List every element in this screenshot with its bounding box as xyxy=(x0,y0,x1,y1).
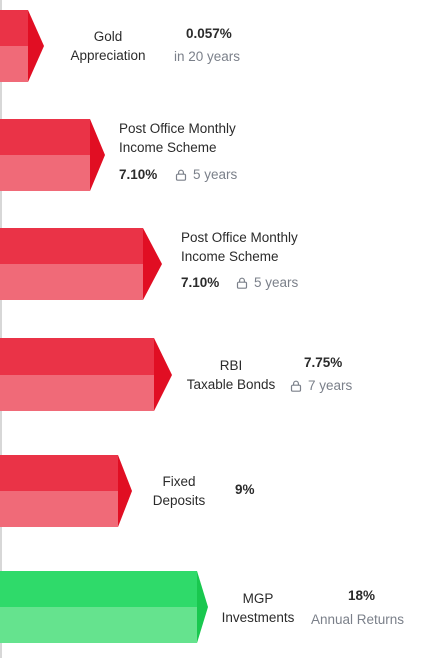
lock-icon xyxy=(236,277,248,289)
row-mgp-name: MGP Investments xyxy=(214,589,302,627)
lock-icon xyxy=(175,169,187,181)
row-gold-name-line2: Appreciation xyxy=(70,48,146,63)
row-gold-rate: 0.057% xyxy=(186,26,232,41)
row-gold-name: Gold Appreciation xyxy=(58,27,158,65)
bar-mgp-investments xyxy=(0,571,210,643)
row-fd-name-line1: Fixed xyxy=(162,474,196,489)
row-pomis-2-name-line1: Post Office Monthly xyxy=(181,230,298,245)
bar-post-office-mis-1 xyxy=(0,119,106,191)
row-pomis-2-name: Post Office Monthly Income Scheme xyxy=(181,228,298,266)
row-pomis-1-name-line2: Income Scheme xyxy=(119,140,217,155)
row-rbi-tenure: 7 years xyxy=(290,378,352,393)
row-rbi-name-line2: Taxable Bonds xyxy=(186,377,276,392)
row-pomis-2-name-line2: Income Scheme xyxy=(181,249,279,264)
row-pomis-1-tenure: 5 years xyxy=(175,167,237,182)
bar-rbi-taxable-bonds xyxy=(0,338,174,411)
row-pomis-2-tenure: 5 years xyxy=(236,275,298,290)
row-rbi-rate: 7.75% xyxy=(304,355,343,370)
row-mgp-rate: 18% xyxy=(348,588,376,603)
row-mgp-name-line2: Investments xyxy=(221,610,295,625)
row-mgp-tenure: Annual Returns xyxy=(311,612,405,627)
row-rbi-name-line1: RBI xyxy=(219,358,243,373)
bar-post-office-mis-2 xyxy=(0,228,164,300)
row-fd-name: Fixed Deposits xyxy=(144,472,214,510)
row-rbi-tenure-text: 7 years xyxy=(308,378,353,393)
row-pomis-1-name: Post Office Monthly Income Scheme xyxy=(119,119,236,157)
row-pomis-2-rate: 7.10% xyxy=(181,275,220,290)
row-pomis-2-tenure-text: 5 years xyxy=(254,275,299,290)
row-gold-tenure: in 20 years xyxy=(174,49,241,64)
row-pomis-1-rate: 7.10% xyxy=(119,167,158,182)
row-rbi-name: RBI Taxable Bonds xyxy=(179,356,283,394)
row-gold-name-line1: Gold xyxy=(93,29,123,44)
row-fd-rate: 9% xyxy=(235,482,255,497)
bar-fixed-deposits xyxy=(0,455,134,527)
row-pomis-1-name-line1: Post Office Monthly xyxy=(119,121,236,136)
row-pomis-1-tenure-text: 5 years xyxy=(193,167,238,182)
bar-gold-appreciation xyxy=(0,10,46,82)
row-fd-name-line2: Deposits xyxy=(152,493,206,508)
chart-axis-line xyxy=(0,0,2,658)
lock-icon xyxy=(290,380,302,392)
row-mgp-name-line1: MGP xyxy=(242,591,274,606)
